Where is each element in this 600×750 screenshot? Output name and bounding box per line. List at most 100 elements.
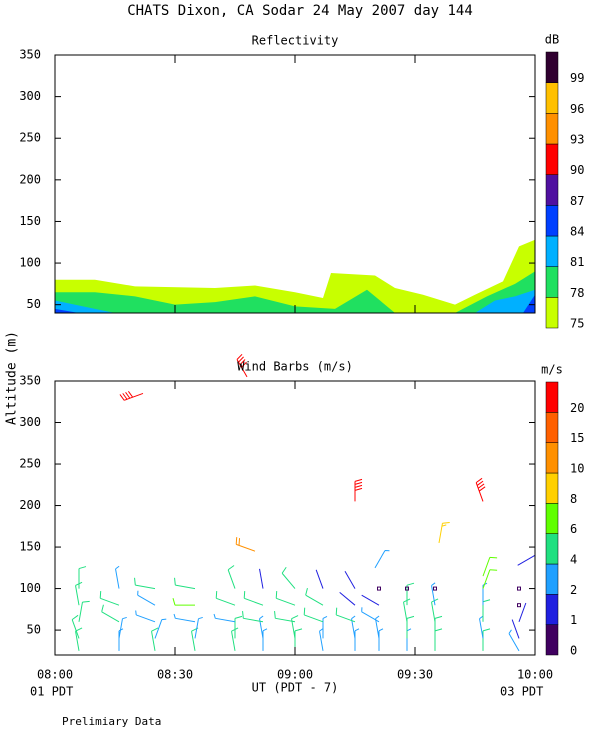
wind-barb [115,565,120,589]
y-tick-label: 100 [19,581,41,595]
colorbar-label: 96 [570,102,584,116]
wind-barb [303,607,324,623]
wind-barb [262,628,268,651]
wind-barb [78,566,87,589]
panel-title: Wind Barbs (m/s) [237,360,353,374]
x-tick-label: 10:00 [517,668,553,682]
wind-barb [137,590,156,606]
left-note: 01 PDT [30,685,73,699]
wind-barb [78,600,90,622]
wind-barb [243,591,264,606]
colorbar-cell [545,503,559,534]
colorbar-cell [545,174,559,206]
wind-barb [482,556,498,577]
wind-barb [236,353,248,378]
colorbar-label: 84 [570,225,584,239]
wind-barb [315,569,324,589]
wind-barb [482,569,498,589]
y-tick-label: 200 [19,172,41,186]
colorbar-label: 75 [570,317,584,331]
wind-barb [118,616,127,639]
wind-barb [173,613,196,623]
wind-barb [135,610,156,623]
colorbar-cell [545,113,559,145]
colorbar-label: 0 [570,644,577,658]
wind-barb [174,577,196,590]
footer: Prelimiary Data [62,715,161,728]
wind-barb [374,549,390,569]
wind-calm [377,586,381,591]
wind-barb [518,602,527,622]
wind-barb [119,391,144,401]
wind-barb [508,629,520,652]
colorbar-label: 8 [570,492,577,506]
wind-barb [172,598,195,606]
wind-barb [305,587,324,606]
colorbar-cell [545,412,559,443]
wind-barb [151,627,159,651]
wind-barb [215,591,236,606]
wind-barb [242,611,264,623]
wind-calm [405,586,409,591]
colorbar-label: 81 [570,255,584,269]
wind-barb [99,591,120,606]
colorbar-label: 20 [570,401,584,415]
wind-barb [291,615,299,639]
y-tick-label: 350 [19,374,41,388]
colorbar-label: 78 [570,286,584,300]
wind-barb [475,477,486,502]
x-axis-label: UT (PDT - 7) [252,681,339,695]
colorbar-cell [545,472,559,504]
wind-calm [517,603,521,608]
colorbar-label: 2 [570,583,577,597]
colorbar-title: m/s [541,363,563,377]
x-tick-label: 08:30 [157,668,193,682]
y-tick-label: 100 [19,256,41,270]
colorbar-cell [545,297,559,329]
colorbar-label: 99 [570,71,584,85]
y-tick-label: 300 [19,89,41,103]
x-tick-label: 08:00 [37,668,73,682]
wind-barb [517,554,536,566]
y-tick-label: 50 [27,297,41,311]
wind-barb [406,582,415,606]
wind-barb [361,594,380,606]
colorbar-cell [545,82,559,114]
wind-barb [354,478,363,502]
wind-barb [431,598,439,622]
wind-barb [134,577,156,590]
wind-barb [344,571,356,589]
colorbar-cell [545,143,559,175]
colorbar-label: 1 [570,613,577,627]
wind-barb [275,591,296,606]
y-axis-label: Altitude (m) [5,331,20,425]
colorbar-cell [545,624,559,656]
colorbar-label: 6 [570,522,577,536]
y-tick-label: 200 [19,498,41,512]
panel-title: Reflectivity [252,34,339,48]
colorbar-cell [545,381,559,413]
y-tick-label: 150 [19,214,41,228]
colorbar-cell [545,266,559,298]
wind-barb [101,604,120,623]
colorbar-label: 87 [570,194,584,208]
colorbar-title: dB [545,33,559,47]
wind-barb [351,615,356,639]
y-tick-label: 350 [19,48,41,62]
colorbar-cell [545,563,559,595]
wind-barb [71,614,80,639]
wind-barb [274,611,296,623]
colorbar-cell [545,533,559,565]
colorbar-cell [545,205,559,237]
wind-barb [354,628,360,651]
wind-barb [431,582,436,606]
reflectivity-area [55,289,535,313]
y-tick-label: 50 [27,623,41,637]
wind-calm [433,586,437,591]
colorbar-cell [545,594,559,625]
reflectivity-area [55,239,535,313]
wind-barb [154,618,167,639]
